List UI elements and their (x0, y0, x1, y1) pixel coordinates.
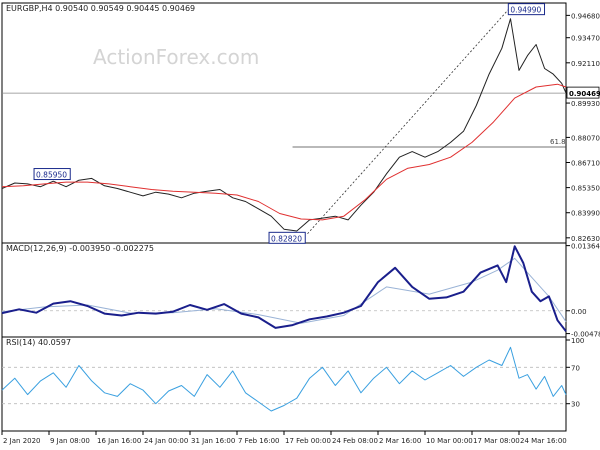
x-tick-label: 24 Jan 00:00 (144, 437, 188, 445)
macd-main-line (1, 245, 567, 332)
x-tick-label: 9 Jan 08:00 (50, 437, 90, 445)
rsi-tick-label: 30 (571, 401, 580, 409)
price-plot: 61.8 0.94990 0.85950 0.82820 0.94680 0.93470 0… (1, 3, 600, 244)
macd-signal-line (1, 257, 567, 324)
price-tick-label: 0.88070 (571, 134, 600, 142)
x-tick-label: 24 Mar 16:00 (520, 437, 567, 445)
rsi-tick-label: 70 (571, 364, 580, 372)
x-tick-label: 17 Feb 00:00 (285, 437, 331, 445)
watermark: ActionForex.com (93, 45, 259, 69)
macd-tick-label: 0.013649 (571, 243, 600, 251)
price-tick-label: 0.94680 (571, 12, 600, 20)
price-panel-title: EURGBP,H4 0.90540 0.90549 0.90445 0.9046… (6, 4, 195, 13)
price-series-line (1, 18, 567, 232)
rsi-plot: 100 70 30 (1, 337, 584, 412)
x-tick-label: 10 Mar 00:00 (426, 437, 473, 445)
price-annotation: 0.94990 (510, 6, 541, 15)
x-tick-label: 2 Jan 2020 (3, 437, 41, 445)
trend-line (307, 9, 509, 235)
price-tick-label: 0.86710 (571, 160, 600, 168)
price-current-price-box (566, 86, 600, 99)
price-tick-label: 0.85350 (571, 185, 600, 193)
x-tick-label: 7 Feb 16:00 (238, 437, 279, 445)
x-tick-label: 24 Feb 08:00 (332, 437, 378, 445)
price-current-price-label: 0.90469 (569, 90, 600, 98)
x-tick-label: 16 Jan 16:00 (97, 437, 141, 445)
fib-level-label: 61.8 (550, 138, 566, 146)
rsi-panel-frame (1, 336, 567, 432)
macd-tick-label: 0.00 (571, 308, 587, 316)
x-tick-label: 31 Jan 16:00 (191, 437, 235, 445)
macd-panel-title: MACD(12,26,9) -0.003950 -0.002275 (6, 244, 154, 253)
price-tick-label: 0.82630 (571, 235, 600, 243)
macd-plot: 0.013649 0.00 -0.004788 (1, 243, 600, 339)
price-annotation: 0.82820 (271, 234, 302, 243)
moving-average-line (1, 83, 567, 221)
price-tick-label: 0.83990 (571, 210, 600, 218)
price-tick-label: 0.93470 (571, 35, 600, 43)
price-annotation-box (33, 168, 71, 181)
rsi-line (1, 346, 567, 412)
price-annotation-box (507, 3, 546, 16)
axes: 2 Jan 2020 9 Jan 08:00 16 Jan 16:00 24 Jan … (1, 431, 567, 445)
x-tick-label: 2 Mar 16:00 (379, 437, 421, 445)
price-annotation-box (268, 231, 306, 244)
price-annotation: 0.85950 (36, 171, 67, 180)
price-tick-label: 0.92110 (571, 60, 600, 68)
x-tick-label: 17 Mar 08:00 (473, 437, 520, 445)
macd-panel-frame (1, 242, 567, 338)
rsi-tick-label: 100 (571, 337, 584, 345)
macd-tick-label: -0.004788 (571, 331, 600, 339)
rsi-panel-title: RSI(14) 40.0597 (6, 338, 71, 347)
price-tick-label: 0.89930 (571, 100, 600, 108)
price-panel-frame (1, 2, 567, 244)
